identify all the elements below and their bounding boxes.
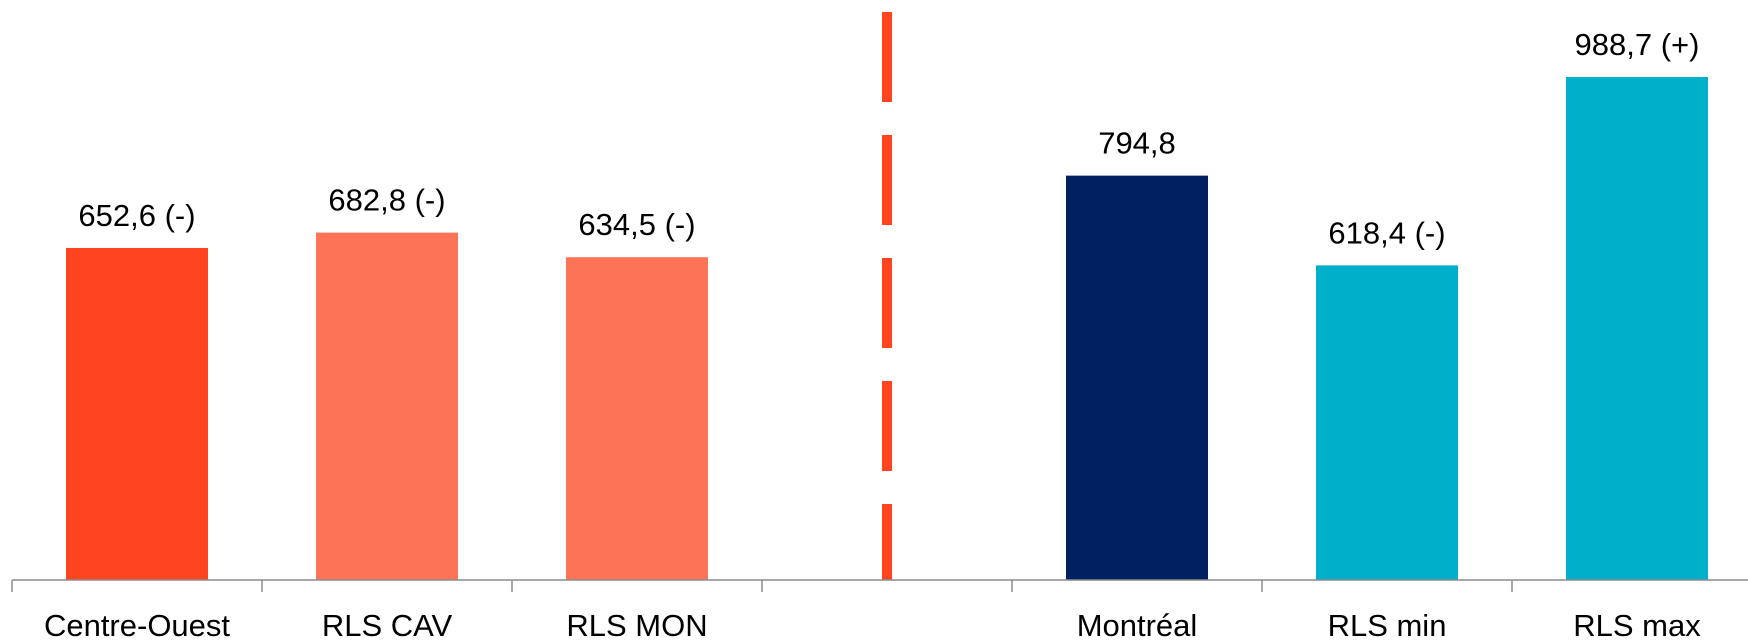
category-labels-group: Centre-Ouest RLS CAV RLS MON Montréal RLS mi… <box>44 608 1701 643</box>
x-axis-ticks <box>11 580 1513 592</box>
value-label-5: 794,8 <box>1098 126 1176 161</box>
category-label-3: RLS MON <box>566 608 707 643</box>
value-label-6: 618,4 (-) <box>1328 215 1445 250</box>
category-label-7: RLS max <box>1573 608 1701 643</box>
value-label-1: 652,6 (-) <box>78 198 195 233</box>
bar-6 <box>1316 265 1458 580</box>
bar-1 <box>66 247 208 580</box>
category-label-1: Centre-Ouest <box>44 608 230 643</box>
bar-7 <box>1566 76 1708 580</box>
bar-3 <box>566 257 708 580</box>
bar-2 <box>316 232 458 580</box>
value-labels-group: 652,6 (-) 682,8 (-) 634,5 (-) 794,8 618,4 (-… <box>78 27 1699 250</box>
bars-group <box>66 76 1708 581</box>
category-label-2: RLS CAV <box>322 608 453 643</box>
category-label-5: Montréal <box>1077 608 1198 643</box>
value-label-7: 988,7 (+) <box>1575 27 1700 62</box>
category-label-6: RLS min <box>1328 608 1447 643</box>
value-label-3: 634,5 (-) <box>578 207 695 242</box>
value-label-2: 682,8 (-) <box>328 183 445 218</box>
bar-5 <box>1066 175 1208 581</box>
